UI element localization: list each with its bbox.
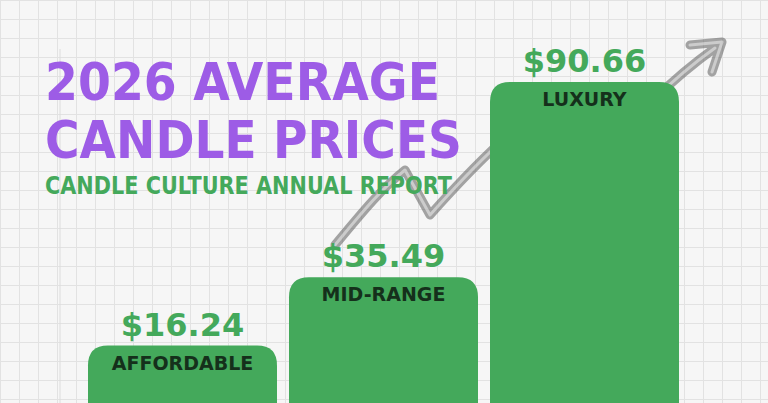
bar xyxy=(289,277,478,403)
category-label: AFFORDABLE xyxy=(112,352,254,374)
title-line: 2026 AVERAGE xyxy=(45,52,440,112)
category-label: LUXURY xyxy=(542,88,627,110)
bar xyxy=(490,82,679,403)
bars xyxy=(88,82,679,403)
data-label: $16.24 xyxy=(121,306,244,344)
data-label: $90.66 xyxy=(523,42,646,80)
chart: 2026 AVERAGECANDLE PRICESCANDLE CULTURE … xyxy=(0,0,768,403)
title: 2026 AVERAGECANDLE PRICES xyxy=(45,52,462,170)
bar xyxy=(88,346,277,403)
subtitle: CANDLE CULTURE ANNUAL REPORT xyxy=(45,171,452,200)
data-label: $35.49 xyxy=(322,237,445,275)
category-label: MID-RANGE xyxy=(322,283,446,305)
title-line: CANDLE PRICES xyxy=(45,110,462,170)
